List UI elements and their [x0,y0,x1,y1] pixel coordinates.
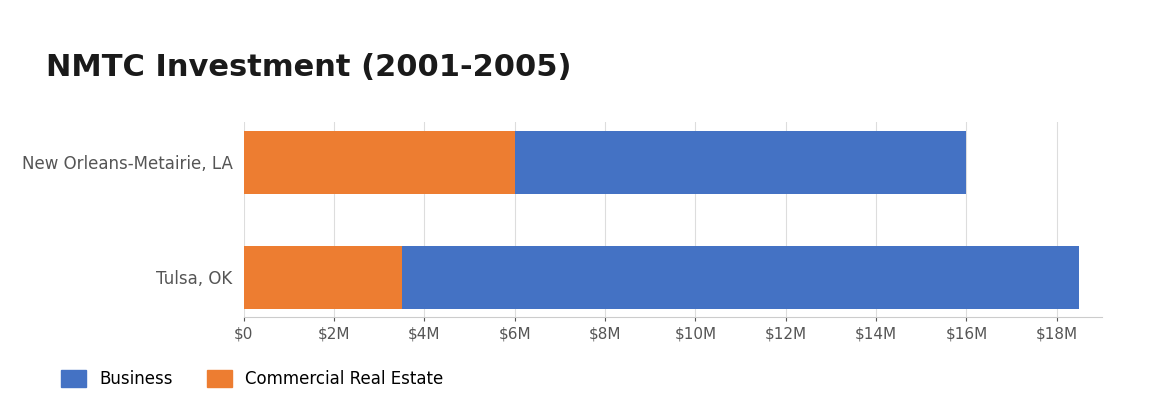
Bar [401,245,1080,309]
Bar [244,245,401,309]
Legend: Business, Commercial Real Estate: Business, Commercial Real Estate [55,363,450,395]
Text: NMTC Investment (2001-2005): NMTC Investment (2001-2005) [46,53,572,82]
Bar [515,131,966,194]
Bar [244,131,515,194]
